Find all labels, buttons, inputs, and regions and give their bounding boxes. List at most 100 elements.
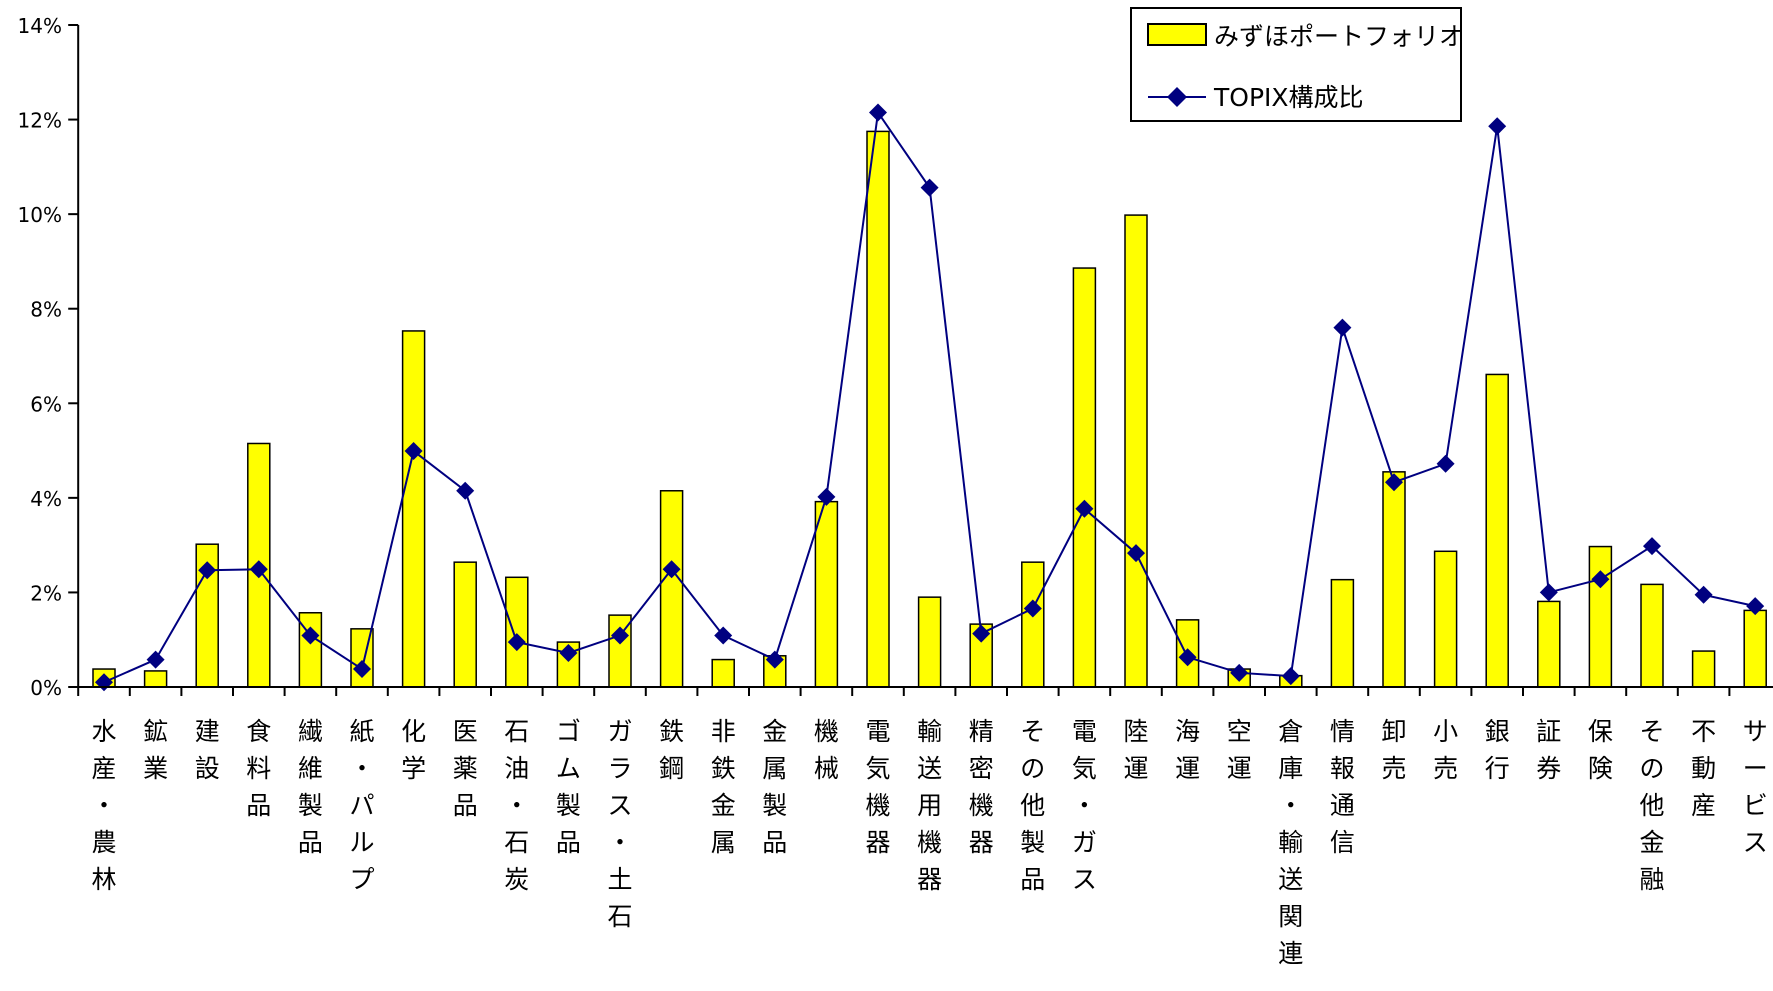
svg-text:機: 機 (865, 791, 890, 820)
svg-text:報: 報 (1330, 754, 1355, 783)
bar-12 (659, 490, 684, 688)
bar-16 (866, 130, 890, 688)
svg-text:気: 気 (865, 754, 890, 783)
legend-label-portfolio: みずほポートフォリオ (1214, 22, 1464, 51)
y-tick-label: 14% (18, 14, 62, 38)
svg-text:証: 証 (1536, 717, 1561, 746)
svg-text:サ: サ (1743, 717, 1768, 746)
svg-text:輸: 輸 (917, 717, 942, 746)
svg-text:保: 保 (1588, 717, 1613, 746)
legend-label-topix: TOPIX構成比 (1213, 83, 1364, 112)
topix-marker-4 (249, 560, 268, 579)
x-category-label-22: 海運 (1175, 717, 1200, 783)
svg-text:通: 通 (1330, 791, 1355, 820)
topix-marker-23 (1230, 663, 1249, 682)
svg-text:製: 製 (762, 791, 787, 820)
svg-text:建: 建 (195, 717, 220, 746)
svg-text:・: ・ (91, 791, 116, 820)
svg-text:・: ・ (349, 754, 374, 783)
x-category-label-7: 化学 (401, 717, 426, 783)
bar-32 (1691, 650, 1716, 688)
svg-text:の: の (1639, 754, 1664, 783)
svg-text:連: 連 (1278, 939, 1303, 968)
svg-text:鉱: 鉱 (143, 717, 168, 746)
svg-text:ス: ス (607, 791, 632, 820)
topix-marker-12 (662, 560, 681, 579)
topix-marker-2 (146, 650, 165, 669)
svg-text:機: 機 (814, 717, 839, 746)
x-category-label-4: 食料品 (246, 717, 271, 820)
y-tick-label: 2% (30, 581, 62, 605)
svg-text:品: 品 (453, 791, 478, 820)
svg-text:・: ・ (1072, 791, 1097, 820)
bar-26 (1382, 471, 1406, 688)
topix-marker-7 (404, 442, 423, 461)
topix-marker-19 (1023, 599, 1042, 618)
topix-marker-9 (507, 633, 526, 652)
svg-text:品: 品 (246, 791, 271, 820)
topix-marker-6 (353, 660, 371, 679)
bar-21 (1124, 214, 1148, 688)
svg-text:運: 運 (1123, 754, 1148, 783)
bar-5 (298, 612, 323, 688)
svg-text:庫: 庫 (1278, 754, 1303, 783)
svg-text:ゴ: ゴ (556, 717, 581, 746)
svg-text:属: 属 (762, 754, 787, 783)
svg-text:用: 用 (917, 791, 942, 820)
svg-text:倉: 倉 (1278, 717, 1303, 746)
svg-text:ー: ー (1743, 754, 1768, 783)
y-tick-label: 0% (30, 676, 62, 700)
topix-marker-33 (1746, 597, 1765, 616)
svg-text:品: 品 (556, 828, 581, 857)
bar-28 (1485, 373, 1509, 688)
x-category-label-12: 鉄鋼 (659, 717, 684, 783)
topix-marker-30 (1591, 570, 1610, 589)
svg-text:行: 行 (1485, 754, 1510, 783)
svg-text:石: 石 (504, 828, 529, 857)
bar-27 (1433, 550, 1458, 688)
svg-text:送: 送 (1278, 865, 1303, 894)
svg-text:ム: ム (556, 754, 581, 783)
svg-text:動: 動 (1691, 754, 1716, 783)
y-tick-label: 12% (18, 109, 62, 133)
svg-text:電: 電 (1072, 717, 1097, 746)
svg-text:製: 製 (298, 791, 323, 820)
topix-marker-13 (714, 626, 733, 645)
topix-marker-29 (1539, 583, 1558, 602)
x-category-label-11: ガラス・土石 (607, 717, 632, 931)
bar-7 (401, 330, 426, 688)
svg-text:融: 融 (1639, 865, 1664, 894)
bar-29 (1537, 600, 1561, 688)
topix-marker-32 (1694, 585, 1713, 604)
svg-text:炭: 炭 (504, 865, 529, 894)
svg-text:ガ: ガ (1072, 828, 1097, 857)
y-tick-label: 4% (30, 487, 62, 511)
x-category-label-8: 医薬品 (453, 717, 478, 820)
svg-text:石: 石 (607, 902, 632, 931)
topix-marker-20 (1075, 499, 1094, 518)
y-tick-label: 10% (18, 203, 62, 227)
svg-text:売: 売 (1433, 754, 1458, 783)
topix-marker-3 (198, 561, 217, 580)
x-category-label-23: 空運 (1227, 717, 1252, 783)
svg-text:品: 品 (1020, 865, 1045, 894)
svg-text:石: 石 (504, 717, 529, 746)
x-category-label-2: 鉱業 (143, 717, 168, 783)
svg-text:食: 食 (246, 717, 271, 746)
topix-marker-5 (301, 626, 320, 645)
svg-text:卸: 卸 (1381, 717, 1406, 746)
legend-diamond-marker (1167, 87, 1187, 107)
svg-text:ル: ル (349, 828, 374, 857)
svg-text:海: 海 (1175, 717, 1200, 746)
svg-text:・: ・ (607, 828, 632, 857)
svg-text:空: 空 (1227, 717, 1252, 746)
svg-text:運: 運 (1175, 754, 1200, 783)
topix-marker-27 (1436, 454, 1455, 473)
svg-text:械: 械 (814, 754, 839, 783)
x-category-label-26: 卸売 (1381, 717, 1406, 783)
